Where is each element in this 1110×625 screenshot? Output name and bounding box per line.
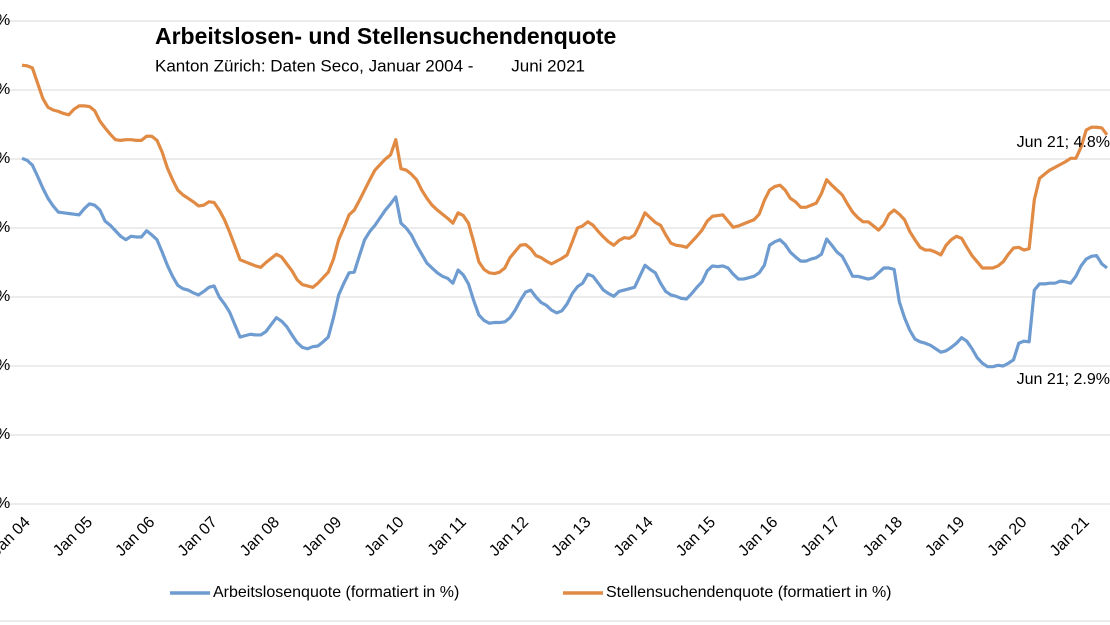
y-tick-label: % xyxy=(0,219,10,236)
series-line xyxy=(21,63,1109,289)
annotation: Jun 21; 2.9% xyxy=(1017,371,1110,388)
y-tick-label: % xyxy=(0,12,10,29)
legend-label: Arbeitslosenquote (formatiert in %) xyxy=(213,584,459,601)
y-tick-label: % xyxy=(0,288,10,305)
legend-label: Stellensuchendenquote (formatiert in %) xyxy=(606,584,892,601)
grid xyxy=(0,20,1110,505)
series-line xyxy=(21,156,1108,369)
y-tick-label: % xyxy=(0,81,10,98)
annotation: Jun 21; 4.8% xyxy=(1017,134,1110,151)
chart-title: Arbeitslosen- und Stellensuchendenquote xyxy=(155,23,616,49)
y-tick-label: % xyxy=(0,426,10,443)
plot-area xyxy=(21,63,1109,369)
y-tick-label: % xyxy=(0,150,10,167)
chart-subtitle: Kanton Zürich: Daten Seco, Januar 2004 -… xyxy=(155,56,585,75)
y-tick-label: % xyxy=(0,495,10,512)
y-tick-label: % xyxy=(0,357,10,374)
